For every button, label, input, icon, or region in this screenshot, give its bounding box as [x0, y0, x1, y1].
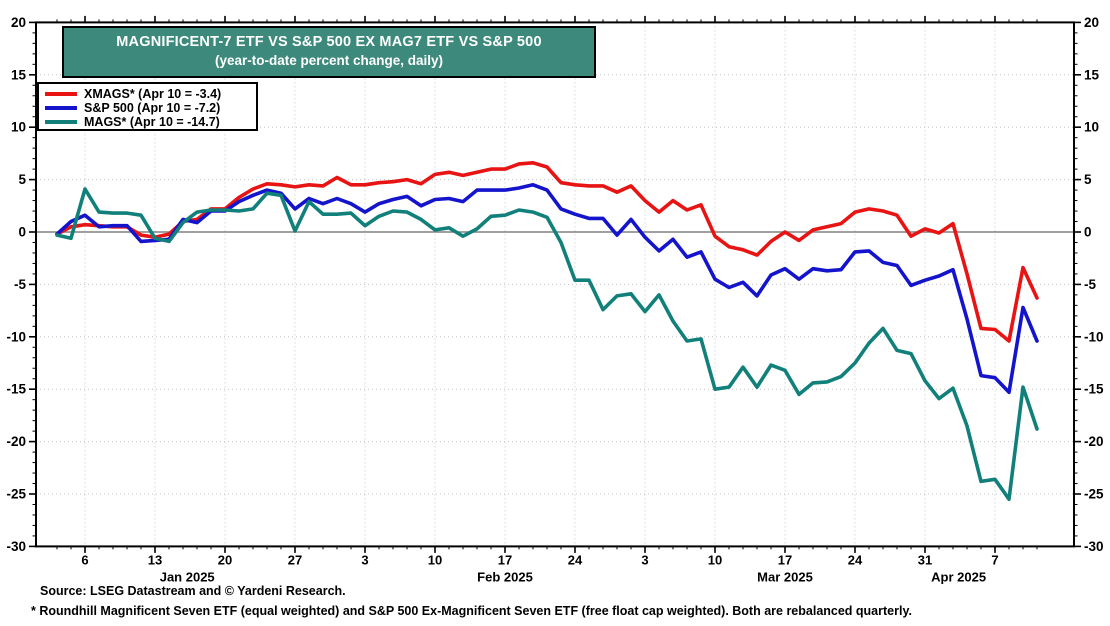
footnote-line: * Roundhill Magnificent Seven ETF (equal… [31, 604, 912, 618]
chart-title: MAGNIFICENT-7 ETF VS S&P 500 EX MAG7 ETF… [116, 34, 542, 50]
x-axis-tick-label: 17 [498, 552, 512, 567]
y-axis-label-right: 15 [1084, 67, 1100, 82]
y-axis-label-right: 10 [1084, 120, 1099, 135]
x-axis-tick-label: 7 [991, 552, 998, 567]
y-axis-label-right: 5 [1084, 172, 1092, 187]
y-axis-label-right: -25 [1084, 487, 1104, 502]
y-axis-label-right: -10 [1084, 329, 1104, 344]
legend-row-xmags: XMAGS* (Apr 10 = -3.4) [45, 87, 256, 101]
chart-subtitle: (year-to-date percent change, daily) [214, 53, 444, 68]
x-axis-tick-label: 3 [361, 552, 368, 567]
y-axis-label-right: 0 [1084, 225, 1092, 240]
x-axis-tick-label: 17 [778, 552, 792, 567]
y-axis-label-left: -5 [14, 277, 26, 292]
y-axis-label-left: -10 [6, 329, 26, 344]
y-axis-label-right: -20 [1084, 434, 1104, 449]
mags-line-swatch [45, 120, 77, 124]
legend-label-xmags: XMAGS* (Apr 10 = -3.4) [84, 87, 222, 101]
chart-title-box: MAGNIFICENT-7 ETF VS S&P 500 EX MAG7 ETF… [62, 26, 596, 78]
x-axis-tick-label: 10 [708, 552, 722, 567]
x-axis-tick-label: 13 [148, 552, 162, 567]
y-axis-label-left: -15 [6, 382, 26, 397]
sp500-line-swatch [45, 106, 77, 110]
y-axis-label-left: -20 [6, 434, 26, 449]
x-axis-tick-label: 31 [918, 552, 932, 567]
y-axis-label-left: 10 [11, 120, 26, 135]
x-axis-tick-label: 24 [848, 552, 863, 567]
y-axis-label-left: -30 [6, 539, 26, 554]
xmags-line-swatch [45, 92, 77, 96]
x-axis-tick-label: 20 [218, 552, 232, 567]
x-axis-tick-label: 24 [568, 552, 583, 567]
legend-row-sp500: S&P 500 (Apr 10 = -7.2) [45, 101, 256, 115]
month-label: Jan 2025 [160, 569, 215, 584]
month-label: Mar 2025 [757, 569, 813, 584]
x-axis-tick-label: 3 [641, 552, 648, 567]
y-axis-label-left: -25 [6, 487, 26, 502]
y-axis-label-right: 20 [1084, 15, 1099, 30]
mags-line [55, 187, 1039, 502]
month-label: Apr 2025 [931, 569, 986, 584]
month-label: Feb 2025 [477, 569, 533, 584]
y-axis-label-left: 15 [11, 67, 27, 82]
legend-box: XMAGS* (Apr 10 = -3.4) S&P 500 (Apr 10 =… [37, 82, 258, 131]
y-axis-label-left: 20 [11, 15, 26, 30]
source-line: Source: LSEG Datastream and © Yardeni Re… [40, 584, 346, 598]
legend-label-sp500: S&P 500 (Apr 10 = -7.2) [84, 101, 221, 115]
y-axis-label-right: -30 [1084, 539, 1104, 554]
x-axis-tick-label: 6 [81, 552, 88, 567]
y-axis-label-right: -5 [1084, 277, 1096, 292]
y-axis-label-right: -15 [1084, 382, 1104, 397]
legend-row-mags: MAGS* (Apr 10 = -14.7) [45, 115, 256, 129]
y-axis-label-left: 5 [18, 172, 26, 187]
x-axis-tick-label: 10 [428, 552, 442, 567]
legend-label-mags: MAGS* (Apr 10 = -14.7) [84, 115, 220, 129]
y-axis-label-left: 0 [18, 225, 26, 240]
x-axis-tick-label: 27 [288, 552, 302, 567]
